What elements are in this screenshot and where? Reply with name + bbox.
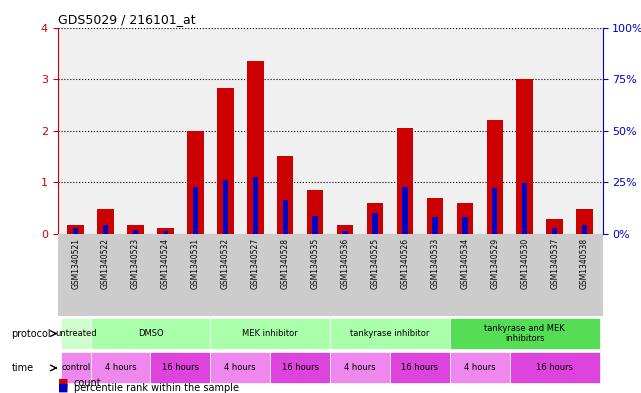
FancyBboxPatch shape (210, 318, 330, 349)
Bar (193, 187, 198, 234)
Text: 4 hours: 4 hours (104, 364, 137, 373)
Text: 16 hours: 16 hours (162, 364, 199, 373)
Text: GSM1340530: GSM1340530 (520, 238, 529, 289)
Text: GSM1340525: GSM1340525 (370, 238, 379, 289)
FancyBboxPatch shape (450, 318, 599, 349)
Text: count: count (74, 378, 101, 388)
Text: GSM1340536: GSM1340536 (340, 238, 349, 289)
FancyBboxPatch shape (151, 353, 210, 384)
Bar (546, 219, 563, 234)
FancyBboxPatch shape (450, 353, 510, 384)
Bar (492, 188, 497, 234)
Text: percentile rank within the sample: percentile rank within the sample (74, 383, 238, 393)
Bar (157, 228, 174, 234)
Text: GSM1340532: GSM1340532 (221, 238, 230, 289)
Bar (97, 209, 114, 234)
Bar (432, 217, 438, 234)
Bar (73, 228, 78, 234)
Bar (247, 61, 263, 234)
Bar (217, 88, 233, 234)
Text: ■: ■ (58, 378, 68, 388)
Text: 4 hours: 4 hours (464, 364, 495, 373)
FancyBboxPatch shape (510, 353, 599, 384)
Bar (517, 79, 533, 234)
Bar (552, 228, 557, 234)
Bar (342, 231, 348, 234)
Text: 16 hours: 16 hours (401, 364, 438, 373)
Bar (576, 209, 593, 234)
Bar (522, 183, 528, 234)
Text: GSM1340529: GSM1340529 (490, 238, 499, 289)
Bar (337, 224, 353, 234)
Bar (253, 177, 258, 234)
Text: GSM1340523: GSM1340523 (131, 238, 140, 289)
Bar (163, 231, 168, 234)
FancyBboxPatch shape (210, 353, 271, 384)
Text: GSM1340524: GSM1340524 (161, 238, 170, 289)
Bar (222, 180, 228, 234)
Text: 16 hours: 16 hours (536, 364, 573, 373)
Text: control: control (61, 364, 90, 373)
Bar (367, 203, 383, 234)
Bar (133, 230, 138, 234)
Text: 4 hours: 4 hours (224, 364, 256, 373)
FancyBboxPatch shape (90, 318, 210, 349)
Text: GSM1340522: GSM1340522 (101, 238, 110, 289)
Bar (582, 224, 587, 234)
Text: GSM1340528: GSM1340528 (281, 238, 290, 289)
Bar (372, 213, 378, 234)
FancyBboxPatch shape (330, 353, 390, 384)
Bar (67, 224, 84, 234)
Text: GSM1340534: GSM1340534 (460, 238, 469, 289)
Bar (312, 216, 318, 234)
Text: GSM1340537: GSM1340537 (550, 238, 559, 289)
FancyBboxPatch shape (61, 353, 90, 384)
Text: GSM1340527: GSM1340527 (251, 238, 260, 289)
FancyBboxPatch shape (330, 318, 450, 349)
Bar (427, 198, 443, 234)
Text: GDS5029 / 216101_at: GDS5029 / 216101_at (58, 13, 196, 26)
Text: untreated: untreated (55, 329, 96, 338)
FancyBboxPatch shape (271, 353, 330, 384)
Text: tankyrase inhibitor: tankyrase inhibitor (350, 329, 429, 338)
Bar (462, 217, 467, 234)
FancyBboxPatch shape (390, 353, 450, 384)
Text: GSM1340526: GSM1340526 (401, 238, 410, 289)
Text: time: time (12, 363, 33, 373)
Text: GSM1340538: GSM1340538 (580, 238, 589, 289)
Text: tankyrase and MEK
inhibitors: tankyrase and MEK inhibitors (485, 324, 565, 343)
Text: 16 hours: 16 hours (281, 364, 319, 373)
Text: DMSO: DMSO (138, 329, 163, 338)
Bar (456, 203, 473, 234)
Text: GSM1340531: GSM1340531 (191, 238, 200, 289)
FancyBboxPatch shape (90, 353, 151, 384)
Bar (307, 190, 323, 234)
Text: GSM1340535: GSM1340535 (311, 238, 320, 289)
Text: 4 hours: 4 hours (344, 364, 376, 373)
Text: protocol: protocol (12, 329, 51, 338)
FancyBboxPatch shape (61, 318, 90, 349)
Bar (487, 120, 503, 234)
Text: MEK inhibitor: MEK inhibitor (242, 329, 298, 338)
Bar (128, 224, 144, 234)
Text: GSM1340533: GSM1340533 (430, 238, 439, 289)
Bar (277, 156, 294, 234)
Bar (187, 130, 204, 234)
Bar (397, 128, 413, 234)
Bar (103, 224, 108, 234)
Text: ■: ■ (58, 383, 68, 393)
Text: GSM1340521: GSM1340521 (71, 238, 80, 289)
Bar (403, 187, 408, 234)
Bar (283, 200, 288, 234)
